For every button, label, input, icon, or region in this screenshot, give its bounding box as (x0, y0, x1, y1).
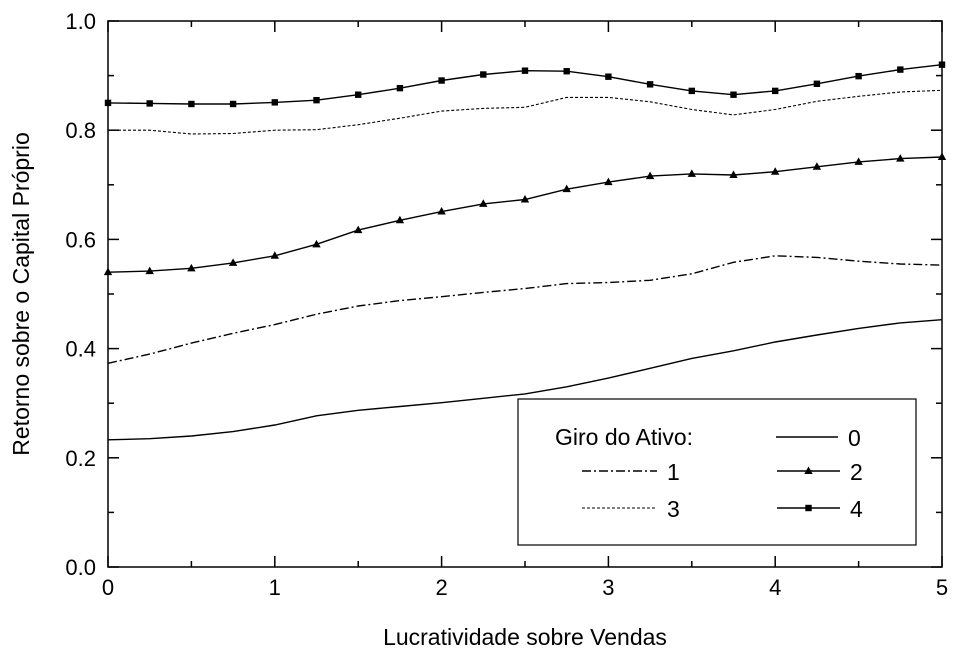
data-point (313, 96, 320, 104)
data-point (688, 87, 695, 95)
legend-item-1: 1 (582, 459, 680, 485)
x-tick-label: 4 (769, 575, 781, 600)
data-point (896, 154, 905, 162)
data-point (855, 72, 862, 80)
y-tick-label: 0.0 (65, 555, 96, 580)
legend-label: 1 (667, 459, 680, 485)
series-2 (103, 152, 947, 276)
data-point (228, 258, 238, 266)
y-tick-label: 0.6 (65, 227, 96, 252)
legend-item-3: 3 (582, 496, 680, 522)
series-4 (104, 61, 946, 108)
legend-title: Giro do Ativo: (555, 424, 693, 450)
series-3 (108, 89, 943, 135)
data-point (270, 251, 279, 259)
series-line (107, 255, 943, 364)
legend-label: 4 (850, 496, 863, 522)
data-point (271, 99, 278, 106)
data-point (771, 167, 780, 175)
data-point (355, 91, 362, 98)
data-point (438, 77, 445, 84)
legend: Giro do Ativo: 0 1 2 3 4 (517, 398, 917, 546)
x-tick-label: 3 (602, 575, 614, 600)
data-point (812, 162, 822, 170)
y-tick-label: 1.0 (65, 9, 96, 34)
legend-box (517, 398, 917, 546)
plot-frame (107, 20, 943, 568)
x-tick-label: 2 (435, 575, 447, 600)
data-point (520, 195, 530, 203)
legend-label: 3 (667, 496, 680, 522)
y-tick-label: 0.8 (65, 118, 96, 143)
series-0 (107, 319, 943, 441)
data-point (854, 157, 863, 165)
data-point (645, 171, 655, 180)
y-axis-label: Retorno sobre o Capital Próprio (8, 132, 34, 455)
data-point (730, 91, 737, 98)
data-point (354, 225, 363, 234)
data-point (897, 66, 904, 73)
y-tick-label: 0.4 (65, 337, 96, 362)
series-line (108, 89, 943, 135)
legend-item-2: 2 (777, 459, 863, 485)
data-point (188, 100, 195, 108)
y-tick-label: 0.2 (65, 446, 96, 471)
x-axis-label: Lucratividade sobre Vendas (383, 624, 667, 650)
data-point (146, 100, 153, 107)
legend-item-0: 0 (776, 425, 861, 451)
x-tick-label: 0 (102, 575, 114, 600)
x-tick-label: 5 (936, 575, 948, 600)
data-point (395, 215, 405, 224)
data-point (396, 84, 404, 92)
data-point (563, 68, 570, 75)
data-point (605, 73, 612, 80)
data-point (646, 81, 654, 88)
legend-marker (805, 504, 812, 512)
series-line (107, 319, 943, 441)
data-point (229, 100, 237, 108)
data-point (480, 71, 487, 78)
data-point (772, 87, 779, 95)
legend-marker (804, 466, 813, 474)
data-point (729, 170, 738, 178)
legend-item-4: 4 (777, 496, 863, 522)
data-point (687, 169, 696, 177)
series-line (107, 156, 943, 273)
series-1 (107, 255, 943, 364)
data-point (479, 199, 488, 207)
data-point (312, 239, 321, 248)
series-lines (103, 61, 947, 441)
data-point (521, 67, 529, 74)
data-point (604, 177, 613, 186)
x-tick-label: 1 (269, 575, 281, 600)
tick-labels: 0 1 2 3 4 5 0.0 0.2 0.4 0.6 0.8 1.0 (65, 9, 948, 600)
legend-label: 2 (850, 459, 863, 485)
data-point (813, 80, 821, 87)
data-point (562, 184, 571, 193)
data-point (437, 207, 446, 215)
data-point (187, 263, 196, 272)
legend-label: 0 (848, 425, 861, 451)
data-point (145, 266, 154, 275)
